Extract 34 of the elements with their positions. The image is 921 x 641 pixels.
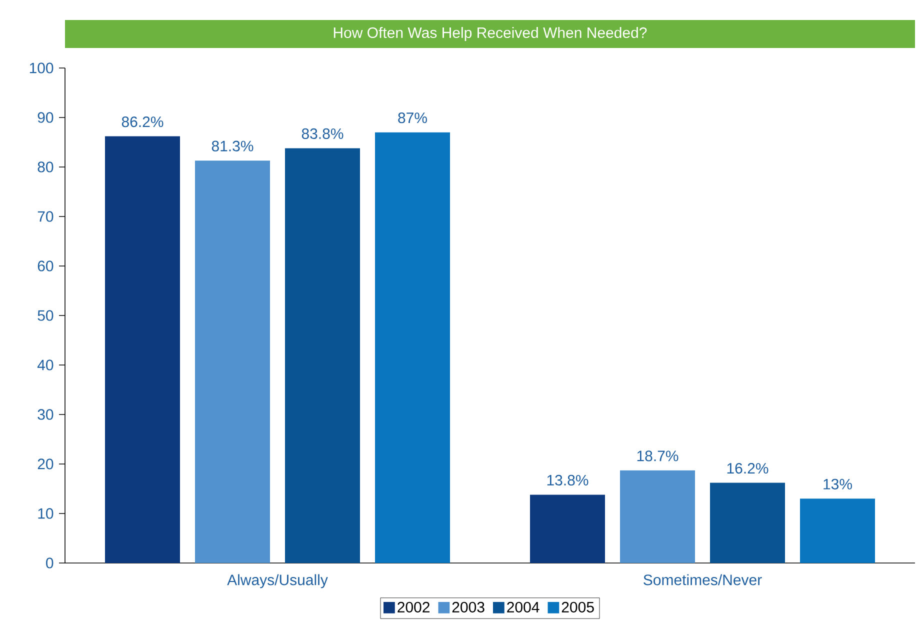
bar [710,482,786,563]
bar [375,132,450,563]
legend-label: 2002 [398,602,430,612]
data-label: 86.2% [122,116,164,128]
bar [620,470,696,563]
y-tick-label: 0 [46,558,54,568]
y-tick-label: 70 [38,211,54,222]
bar [530,494,606,563]
data-label: 13.8% [547,474,588,486]
x-tick-label: Always/Usually [227,574,328,588]
chart-title: How Often Was Help Received When Needed? [334,27,647,41]
x-tick-label: Sometimes/Never [644,574,762,586]
y-tick-label: 100 [30,62,54,74]
y-tick-label: 80 [38,162,54,172]
bar [195,160,270,563]
data-label: 13% [824,478,852,490]
legend-label: 2005 [562,602,594,612]
bar [285,148,360,563]
legend-label: 2004 [507,602,540,612]
y-tick-label: 30 [38,409,54,420]
y-tick-label: 40 [37,360,54,370]
bar [105,136,180,563]
data-label: 18.7% [637,450,678,462]
data-label: 16.2% [727,462,768,474]
data-label: 81.3% [212,140,254,152]
data-label: 83.8% [302,128,344,139]
y-tick-label: 60 [38,260,54,272]
bar [800,498,876,563]
y-tick-label: 90 [38,112,54,123]
y-tick-label: 50 [38,310,54,321]
legend-label: 2003 [452,602,484,612]
y-tick-label: 10 [38,508,54,519]
y-tick-label: 20 [38,458,54,470]
data-label: 87% [398,112,427,124]
